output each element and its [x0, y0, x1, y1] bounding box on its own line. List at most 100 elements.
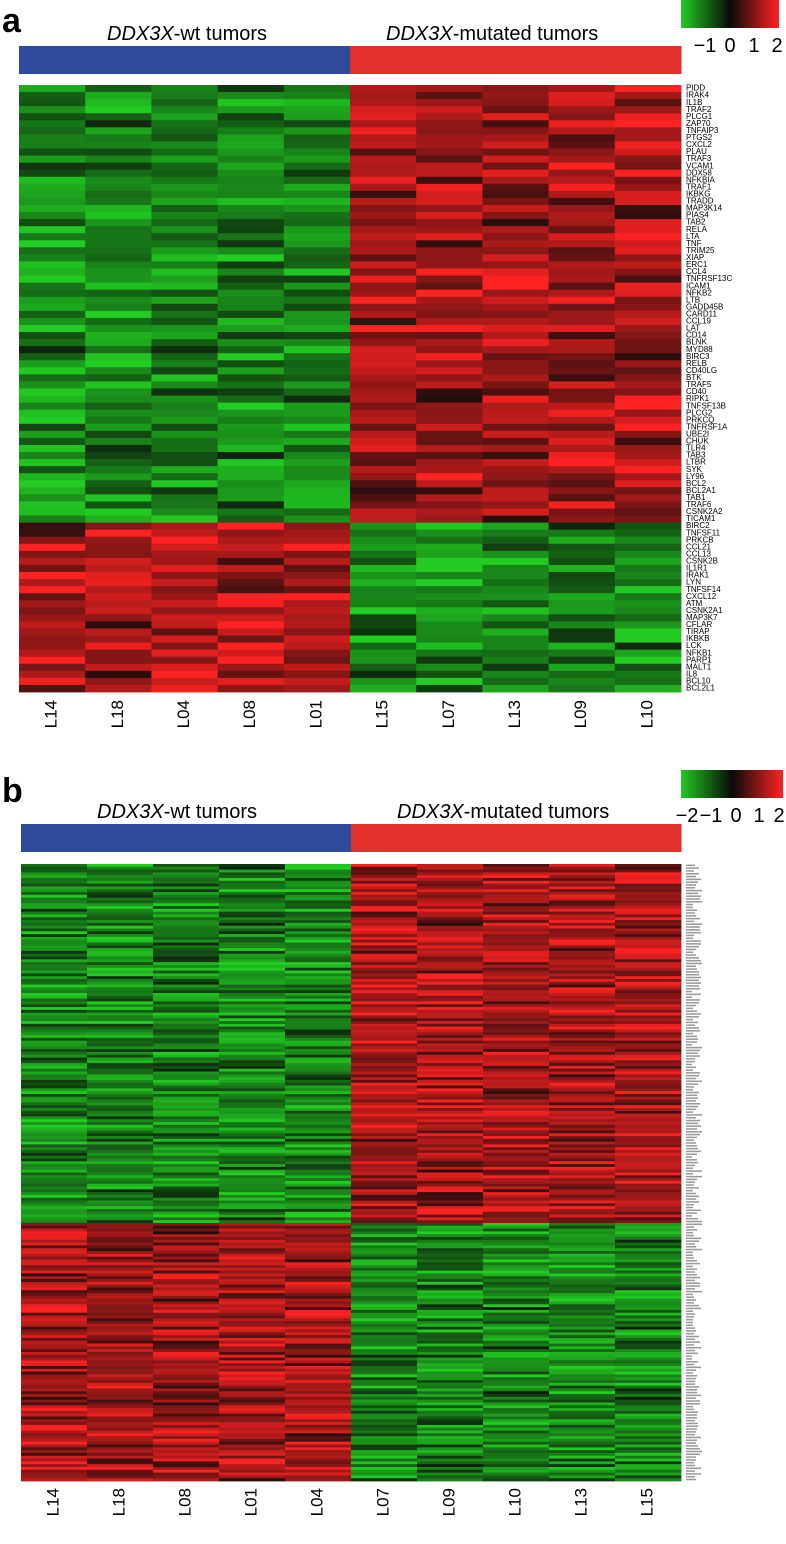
heatmap-cell — [219, 1385, 286, 1389]
heatmap-cell — [87, 1102, 154, 1106]
heatmap-cell — [615, 1273, 682, 1277]
row-label: TRADD — [686, 197, 714, 206]
heatmap-cell — [416, 233, 483, 241]
heatmap-cell — [614, 190, 682, 199]
heatmap-cell — [153, 900, 220, 904]
heatmap-cell — [483, 1438, 550, 1443]
heatmap-cell — [87, 917, 154, 921]
heatmap-cell — [21, 1108, 88, 1112]
heatmap-cell — [615, 1427, 682, 1431]
heatmap-cell — [285, 1444, 352, 1448]
heatmap-cell — [549, 1424, 616, 1429]
row-label: CHUK — [686, 437, 709, 446]
heatmap-cell — [615, 939, 682, 943]
heatmap-cell — [350, 388, 417, 396]
heatmap-cell — [549, 1158, 616, 1162]
heatmap-cell — [351, 1309, 418, 1314]
heatmap-cell — [549, 1248, 616, 1252]
heatmap-cell — [285, 1124, 352, 1129]
heatmap-cell — [285, 1225, 352, 1229]
heatmap-cell — [217, 226, 285, 234]
heatmap-cell — [483, 1340, 550, 1344]
heatmap-cell — [482, 494, 549, 502]
heatmap-cell — [614, 501, 682, 509]
heatmap-cell — [21, 1430, 88, 1434]
heatmap-cell — [283, 367, 351, 375]
heatmap-cell — [153, 1004, 220, 1008]
heatmap-cell — [351, 1469, 418, 1473]
heatmap-cell — [483, 1096, 550, 1100]
heatmap-cell — [85, 190, 152, 199]
column-label: L10 — [637, 700, 656, 728]
heatmap-cell — [153, 1026, 220, 1030]
heatmap-cell — [285, 973, 352, 977]
heatmap-cell — [417, 990, 484, 994]
heatmap-cell — [549, 970, 616, 974]
row-label-mark — [686, 1355, 692, 1357]
heatmap-cell — [483, 1315, 550, 1319]
heatmap-cell — [21, 1043, 88, 1047]
heatmap-cell — [417, 1119, 484, 1123]
heatmap-cell — [283, 466, 351, 474]
heatmap-cell — [350, 219, 417, 227]
heatmap-cell — [219, 1133, 286, 1137]
heatmap-cell — [351, 973, 418, 977]
heatmap-cell — [21, 945, 88, 949]
heatmap-cell — [21, 1343, 88, 1347]
heatmap-cell — [417, 1231, 484, 1235]
heatmap-cell — [417, 1366, 484, 1370]
heatmap-cell — [483, 1251, 550, 1255]
heatmap-cell — [549, 1186, 616, 1190]
heatmap-cell — [285, 959, 352, 963]
heatmap-cell — [219, 1164, 286, 1168]
heatmap-cell — [417, 1079, 484, 1084]
heatmap-cell — [283, 85, 351, 93]
heatmap-cell — [21, 1337, 88, 1342]
heatmap-cell — [548, 614, 616, 622]
heatmap-cell — [153, 1150, 220, 1154]
heatmap-cell — [219, 1057, 286, 1061]
heatmap-cell — [21, 1413, 88, 1417]
heatmap-cell — [87, 1225, 154, 1229]
heatmap-cell — [549, 1088, 616, 1092]
heatmap-cell — [417, 1197, 484, 1201]
row-label: PRKCB — [686, 535, 714, 544]
heatmap-cell — [85, 557, 152, 566]
heatmap-cell — [153, 984, 220, 988]
heatmap-cell — [87, 872, 154, 876]
panel-a-letter: a — [2, 2, 21, 40]
heatmap-cell — [21, 1394, 88, 1398]
group-bar-cell — [614, 46, 682, 74]
heatmap-cell — [416, 183, 483, 192]
heatmap-cell — [285, 1085, 352, 1089]
heatmap-cell — [350, 677, 417, 686]
heatmap-cell — [417, 1408, 484, 1412]
heatmap-cell — [549, 897, 616, 901]
heatmap-cell — [548, 275, 616, 284]
heatmap-cell — [482, 92, 549, 100]
heatmap-cell — [219, 993, 286, 997]
heatmap-cell — [615, 1259, 682, 1263]
heatmap-cell — [482, 564, 549, 573]
row-label-mark — [686, 1282, 700, 1284]
heatmap-cell — [153, 1276, 220, 1280]
heatmap-cell — [153, 1318, 220, 1322]
row-label-mark — [686, 1167, 693, 1169]
heatmap-cell — [285, 1040, 352, 1044]
panel-b-mut-gene-name: DDX3X — [397, 801, 464, 823]
heatmap-cell — [416, 480, 483, 488]
heatmap-cell — [87, 964, 154, 969]
heatmap-cell — [153, 1189, 220, 1193]
heatmap-cell — [615, 1346, 682, 1350]
heatmap-cell — [21, 1290, 88, 1294]
heatmap-cell — [283, 183, 351, 192]
heatmap-cell — [351, 889, 418, 893]
heatmap-cell — [219, 973, 286, 977]
heatmap-cell — [483, 1175, 550, 1179]
heatmap-cell — [219, 908, 286, 913]
heatmap-cell — [483, 987, 550, 991]
heatmap-cell — [614, 296, 682, 305]
heatmap-cell — [87, 1096, 154, 1100]
heatmap-cell — [85, 430, 152, 439]
row-label-mark — [686, 875, 696, 878]
